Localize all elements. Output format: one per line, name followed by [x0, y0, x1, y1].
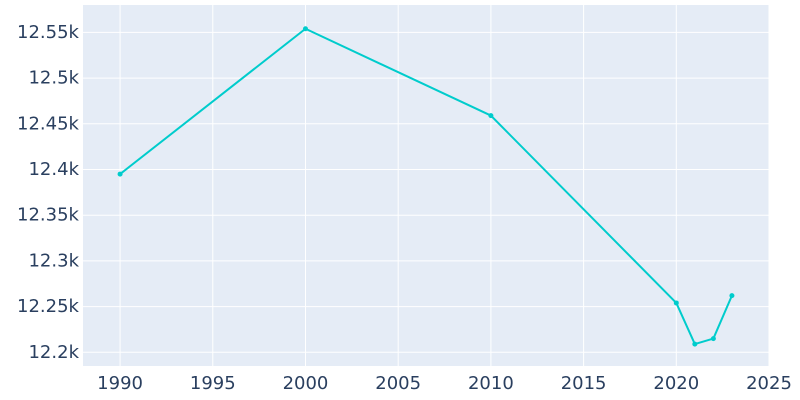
x-tick-label: 2025	[746, 373, 792, 394]
y-tick-label: 12.3k	[28, 250, 79, 271]
data-point	[488, 113, 494, 119]
data-point	[729, 293, 735, 299]
plot-background	[83, 5, 769, 366]
data-point	[692, 341, 698, 347]
y-tick-label: 12.25k	[17, 296, 80, 317]
grid-lines	[83, 5, 770, 366]
x-tick-label: 1990	[97, 373, 143, 394]
x-tick-label: 2000	[283, 373, 329, 394]
y-axis-ticks: 12.2k 12.25k 12.3k 12.35k 12.4k 12.45k 12.5k 12…	[17, 22, 80, 363]
x-tick-label: 2010	[468, 373, 514, 394]
x-tick-label: 2005	[375, 373, 421, 394]
x-tick-label: 2020	[653, 373, 699, 394]
y-tick-label: 12.45k	[17, 113, 80, 134]
y-tick-label: 12.2k	[28, 342, 79, 363]
y-tick-label: 12.35k	[17, 205, 80, 226]
x-tick-label: 1995	[190, 373, 236, 394]
data-point	[302, 26, 308, 32]
data-point	[117, 171, 123, 177]
y-tick-label: 12.4k	[28, 159, 79, 180]
data-point	[673, 300, 679, 306]
x-tick-label: 2015	[561, 373, 607, 394]
data-point	[710, 336, 716, 342]
x-axis-ticks: 1990 1995 2000 2005 2010 2015 2020 2025	[97, 373, 792, 394]
y-tick-label: 12.5k	[28, 68, 79, 89]
series-layer	[117, 26, 735, 347]
y-tick-label: 12.55k	[17, 22, 80, 43]
